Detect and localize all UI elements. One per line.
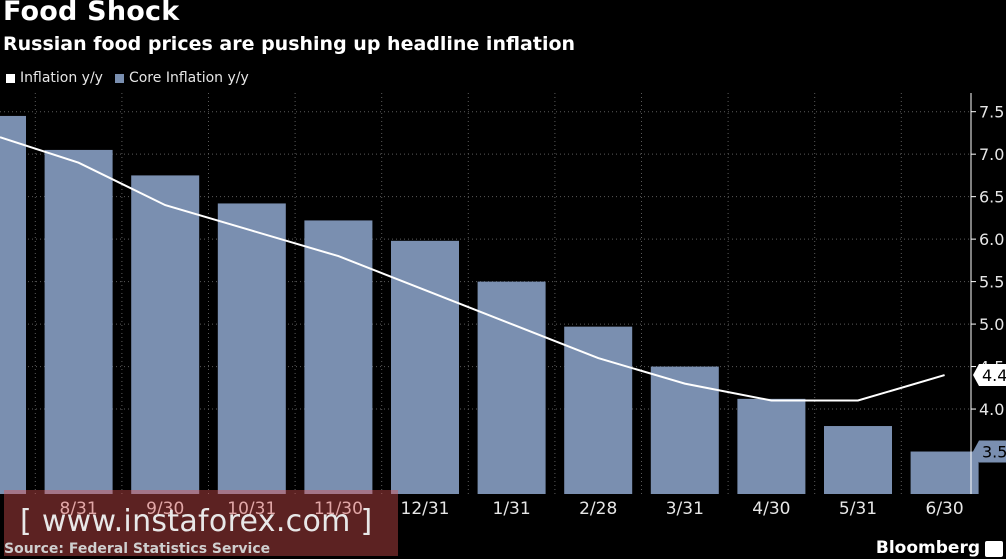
x-tick-label: 11/30 [314, 499, 363, 519]
y-tick-label: 7.5 [979, 103, 1004, 122]
end-label-inflation: 4.4 [982, 366, 1006, 385]
bar-core-inflation-10-31 [217, 203, 286, 494]
bar-core-inflation-4-30 [737, 398, 806, 494]
y-tick-label: 7.0 [979, 145, 1004, 164]
legend-item-core-inflation: Core Inflation y/y [114, 70, 249, 86]
bar-core-inflation-5-31 [824, 426, 892, 494]
chart-title: Food Shock [3, 0, 180, 27]
bar-core-inflation-9-30 [131, 175, 200, 494]
bar-core-inflation-3-31 [650, 366, 719, 494]
source-note: Source: Federal Statistics Service [4, 541, 271, 557]
bar-core-inflation-7-31 [0, 115, 26, 494]
x-tick-label: 4/30 [752, 499, 790, 519]
x-tick-label: 1/31 [493, 499, 531, 519]
legend-swatch-core-inflation [114, 73, 124, 83]
x-tick-label: 9/30 [146, 499, 184, 519]
y-tick-label: 5.5 [979, 273, 1004, 292]
bar-core-inflation-6-30 [910, 451, 979, 494]
legend-label-core-inflation: Core Inflation y/y [128, 70, 249, 86]
bar-core-inflation-12-31 [391, 240, 459, 494]
end-label-box-inflation [973, 364, 1006, 387]
legend-item-inflation: Inflation y/y [6, 70, 103, 86]
y-tick-label: 4.0 [979, 400, 1004, 419]
y-tick-label: 5.0 [979, 315, 1004, 334]
x-tick-label: 3/31 [666, 499, 704, 519]
brand-icon [985, 541, 1003, 557]
x-tick-label: 2/28 [579, 499, 617, 519]
legend-swatch-inflation [6, 73, 15, 83]
bar-core-inflation-1-31 [477, 281, 546, 494]
x-tick-label: 12/31 [401, 499, 450, 519]
legend-label-inflation: Inflation y/y [20, 70, 103, 86]
bar-core-inflation-11-30 [304, 220, 373, 494]
brand-logo: Bloomberg [875, 538, 980, 558]
x-tick-label: 10/31 [227, 499, 276, 519]
watermark-text: [ www.instaforex.com ] [20, 504, 373, 539]
watermark-overlay [4, 490, 398, 556]
end-label-box-core-inflation [973, 440, 1006, 463]
bar-core-inflation-2-28 [564, 326, 633, 494]
x-tick-label: 5/31 [839, 499, 877, 519]
end-label-core-inflation: 3.5 [982, 443, 1006, 462]
y-tick-label: 6.5 [979, 188, 1004, 207]
x-tick-label: 8/31 [60, 499, 98, 519]
x-tick-label: 6/30 [926, 499, 964, 519]
bar-core-inflation-8-31 [44, 149, 113, 494]
legend: Inflation y/y Core Inflation y/y [6, 70, 261, 86]
chart-subtitle: Russian food prices are pushing up headl… [3, 33, 576, 55]
y-tick-label: 6.0 [979, 230, 1004, 249]
line-inflation [0, 136, 945, 402]
